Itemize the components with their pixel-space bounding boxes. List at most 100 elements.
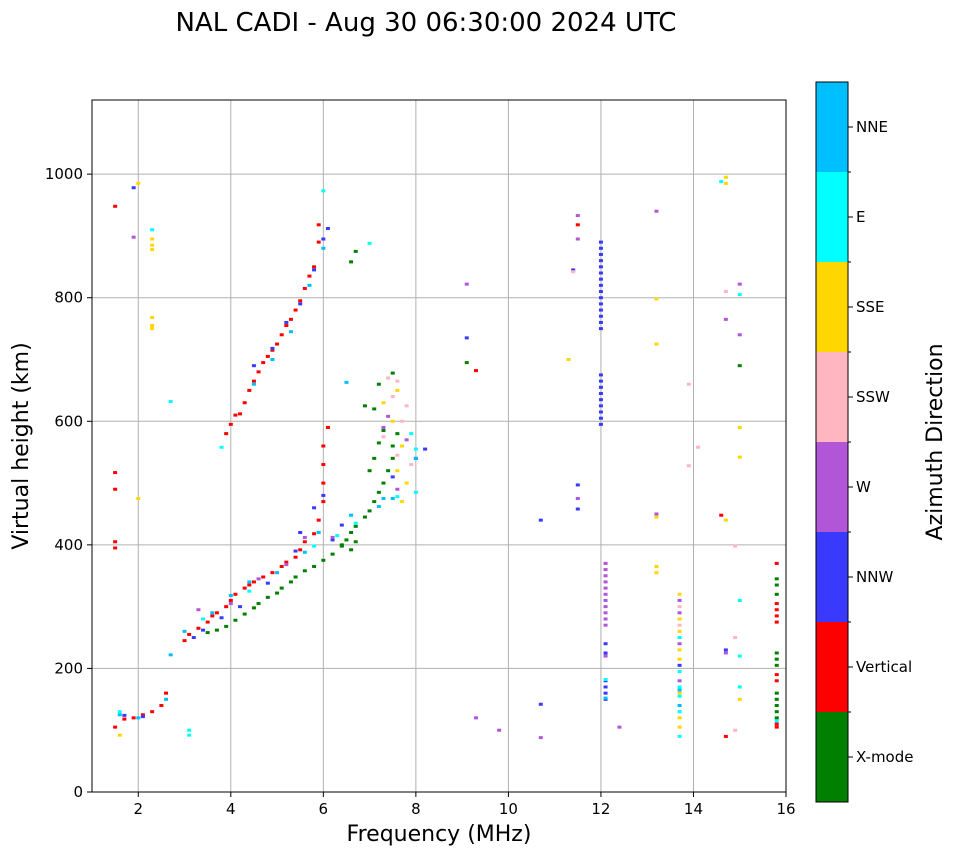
- data-point: [316, 240, 321, 244]
- data-point: [261, 361, 266, 365]
- data-point: [279, 564, 284, 568]
- data-point: [316, 531, 321, 534]
- data-point: [321, 444, 326, 448]
- data-point: [390, 419, 395, 423]
- data-point: [395, 379, 400, 383]
- y-tick-label: 400: [54, 536, 83, 554]
- data-point: [575, 214, 580, 218]
- y-tick-label: 200: [54, 659, 83, 677]
- data-point: [140, 713, 145, 717]
- data-point: [312, 268, 317, 272]
- data-point: [113, 487, 118, 491]
- data-point: [316, 518, 321, 522]
- data-point: [654, 515, 659, 519]
- data-point: [298, 299, 303, 303]
- data-point: [196, 626, 201, 630]
- y-tick-label: 600: [54, 412, 83, 430]
- data-point: [251, 364, 256, 368]
- x-tick-label: 2: [133, 800, 143, 818]
- data-point: [677, 657, 682, 661]
- data-point: [603, 580, 608, 584]
- data-point: [723, 518, 728, 522]
- series-sse: [117, 175, 742, 737]
- data-point: [423, 447, 428, 451]
- data-point: [603, 623, 608, 627]
- data-point: [247, 580, 252, 584]
- data-point: [404, 438, 409, 442]
- data-point: [737, 697, 742, 701]
- data-point: [367, 469, 372, 473]
- data-point: [774, 722, 779, 726]
- data-point: [399, 444, 404, 448]
- data-point: [312, 506, 317, 510]
- data-point: [677, 648, 682, 652]
- data-point: [686, 464, 691, 468]
- data-point: [575, 237, 580, 241]
- data-point: [677, 685, 682, 689]
- data-point: [603, 586, 608, 590]
- data-point: [598, 283, 603, 287]
- data-point: [265, 581, 270, 585]
- data-point: [390, 475, 395, 479]
- y-tick-label: 1000: [45, 165, 83, 183]
- x-tick-label: 14: [684, 800, 703, 818]
- data-point: [261, 575, 266, 579]
- data-point: [214, 611, 219, 615]
- data-point: [307, 274, 312, 278]
- data-point: [325, 425, 330, 429]
- data-point: [774, 577, 779, 581]
- data-point: [598, 308, 603, 312]
- colorbar-segment: [816, 262, 848, 352]
- axis-ticks: 2 4 6 8 10 12 14 16 0 200 400 600 800 1000: [45, 165, 796, 818]
- data-point: [603, 654, 608, 658]
- data-point: [386, 469, 391, 473]
- data-point: [293, 555, 298, 559]
- data-point: [677, 611, 682, 615]
- data-point: [598, 373, 603, 377]
- colorbar-tick-label: X-mode: [856, 748, 913, 766]
- colorbar-frame: [815, 81, 849, 803]
- data-point: [390, 395, 395, 399]
- data-point: [774, 657, 779, 661]
- data-point: [256, 577, 261, 581]
- data-point: [737, 282, 742, 286]
- data-point: [733, 728, 738, 732]
- data-point: [603, 611, 608, 615]
- data-point: [265, 595, 270, 599]
- data-point: [284, 324, 289, 328]
- data-point: [774, 704, 779, 707]
- data-point: [774, 697, 779, 701]
- data-point: [298, 302, 303, 306]
- data-point: [474, 369, 479, 373]
- series-vertical: [113, 204, 779, 738]
- data-point: [677, 694, 682, 698]
- data-point: [464, 361, 469, 365]
- data-point: [677, 710, 682, 714]
- data-point: [395, 469, 400, 473]
- data-point: [298, 548, 303, 552]
- data-point: [723, 651, 728, 655]
- data-point: [677, 623, 682, 627]
- plot-frame: [91, 99, 787, 793]
- data-point: [603, 561, 608, 565]
- series-nnw: [122, 186, 728, 719]
- data-point: [677, 716, 682, 720]
- data-point: [737, 425, 742, 429]
- data-point: [677, 734, 682, 738]
- data-point: [677, 704, 682, 707]
- data-point: [737, 293, 742, 297]
- data-point: [737, 598, 742, 602]
- data-point: [603, 574, 608, 578]
- data-point: [381, 481, 386, 485]
- data-point: [677, 617, 682, 621]
- data-point: [603, 691, 608, 695]
- data-point: [219, 616, 224, 620]
- data-point: [598, 296, 603, 300]
- data-point: [279, 333, 284, 337]
- data-point: [413, 490, 418, 494]
- data-point: [677, 725, 682, 729]
- data-point: [654, 209, 659, 213]
- data-point: [654, 564, 659, 568]
- data-point: [677, 688, 682, 692]
